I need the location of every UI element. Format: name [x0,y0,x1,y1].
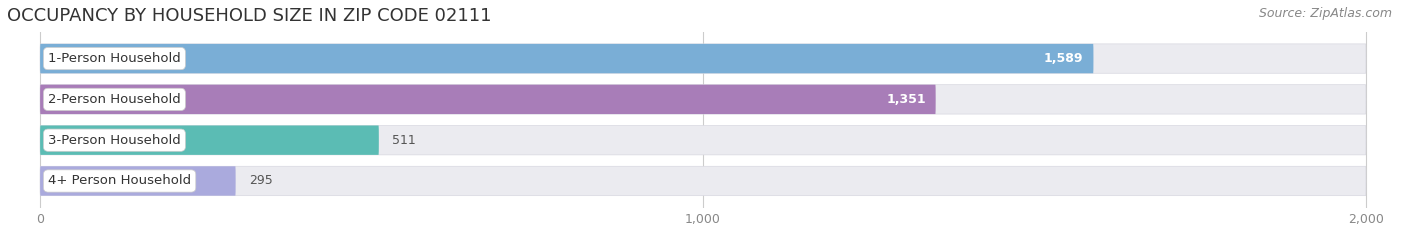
Text: 1,589: 1,589 [1045,52,1084,65]
Text: 4+ Person Household: 4+ Person Household [48,175,191,188]
FancyBboxPatch shape [41,166,1365,196]
FancyBboxPatch shape [41,126,378,155]
Text: 2-Person Household: 2-Person Household [48,93,181,106]
FancyBboxPatch shape [41,126,1365,155]
Text: OCCUPANCY BY HOUSEHOLD SIZE IN ZIP CODE 02111: OCCUPANCY BY HOUSEHOLD SIZE IN ZIP CODE … [7,7,492,25]
FancyBboxPatch shape [41,44,1365,73]
FancyBboxPatch shape [41,85,935,114]
Text: 511: 511 [392,134,416,147]
Text: Source: ZipAtlas.com: Source: ZipAtlas.com [1258,7,1392,20]
FancyBboxPatch shape [41,44,1094,73]
Text: 295: 295 [249,175,273,188]
FancyBboxPatch shape [41,85,1365,114]
Text: 1,351: 1,351 [886,93,925,106]
Text: 3-Person Household: 3-Person Household [48,134,181,147]
FancyBboxPatch shape [41,166,236,196]
Text: 1-Person Household: 1-Person Household [48,52,181,65]
